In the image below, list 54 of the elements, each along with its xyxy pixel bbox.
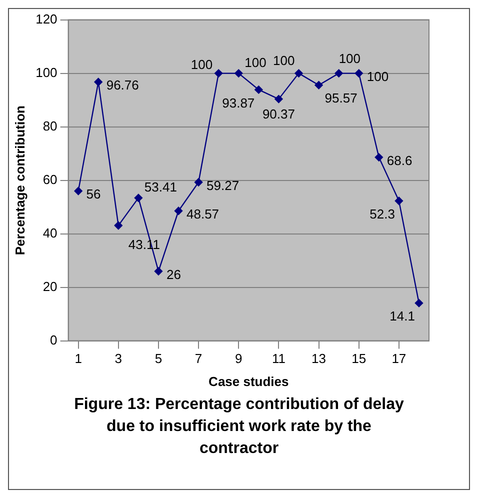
point [394,196,404,205]
data-label: 26 [166,266,181,282]
y-tick-label: 40 [42,225,58,240]
y-tick-label: 60 [42,172,58,187]
point [154,267,163,276]
point [334,69,343,78]
x-tick-label: 13 [312,351,326,366]
point [354,69,363,78]
data-label: 100 [244,54,266,70]
y-tick-label: 100 [36,64,58,80]
data-label: 14.1 [390,308,415,324]
x-tick-label: 5 [154,351,162,366]
point [274,94,283,104]
y-tick-label: 0 [50,332,58,348]
point [294,69,303,78]
point [194,178,203,186]
data-label: 53.41 [144,180,177,195]
data-label: 59.27 [206,178,240,193]
x-tick-label: 17 [392,351,406,366]
data-label: 52.3 [370,206,395,222]
data-label: 96.76 [106,78,139,93]
data-label: 100 [190,56,213,72]
point [234,69,243,78]
point [74,186,82,196]
point [314,81,323,90]
data-label: 100 [338,50,361,66]
x-tick-label: 1 [74,351,82,366]
x-tick-label: 15 [352,351,366,366]
data-label: 93.87 [222,95,255,110]
text: Figure 13: Percentage contribution of delay due to insufficient work rate by the contractor [74,395,404,459]
x-axis-title: Case studies [208,374,289,389]
data-label: 95.57 [324,90,358,106]
point [114,221,122,230]
point [254,86,263,94]
y-tick-label: 80 [42,118,58,134]
point [374,153,383,162]
y-axis-title: Percentage contribution [12,105,28,256]
x-tick-label: 7 [194,351,202,366]
y-tick-label: 20 [42,278,58,294]
point [214,69,223,78]
x-tick-label: 9 [235,351,242,366]
data-label: 56 [86,186,101,202]
point [134,194,143,202]
x-tick-label: 3 [114,351,122,366]
data-label: 48.57 [186,206,220,222]
point [174,206,183,215]
point [94,78,102,86]
x-tick-label: 11 [272,351,286,366]
data-label: 68.6 [386,152,412,168]
data-label: 90.37 [262,106,295,122]
point [414,298,424,308]
data-label: 100 [366,68,389,84]
y-tick-label: 120 [36,11,58,26]
data-label: 100 [273,52,295,68]
